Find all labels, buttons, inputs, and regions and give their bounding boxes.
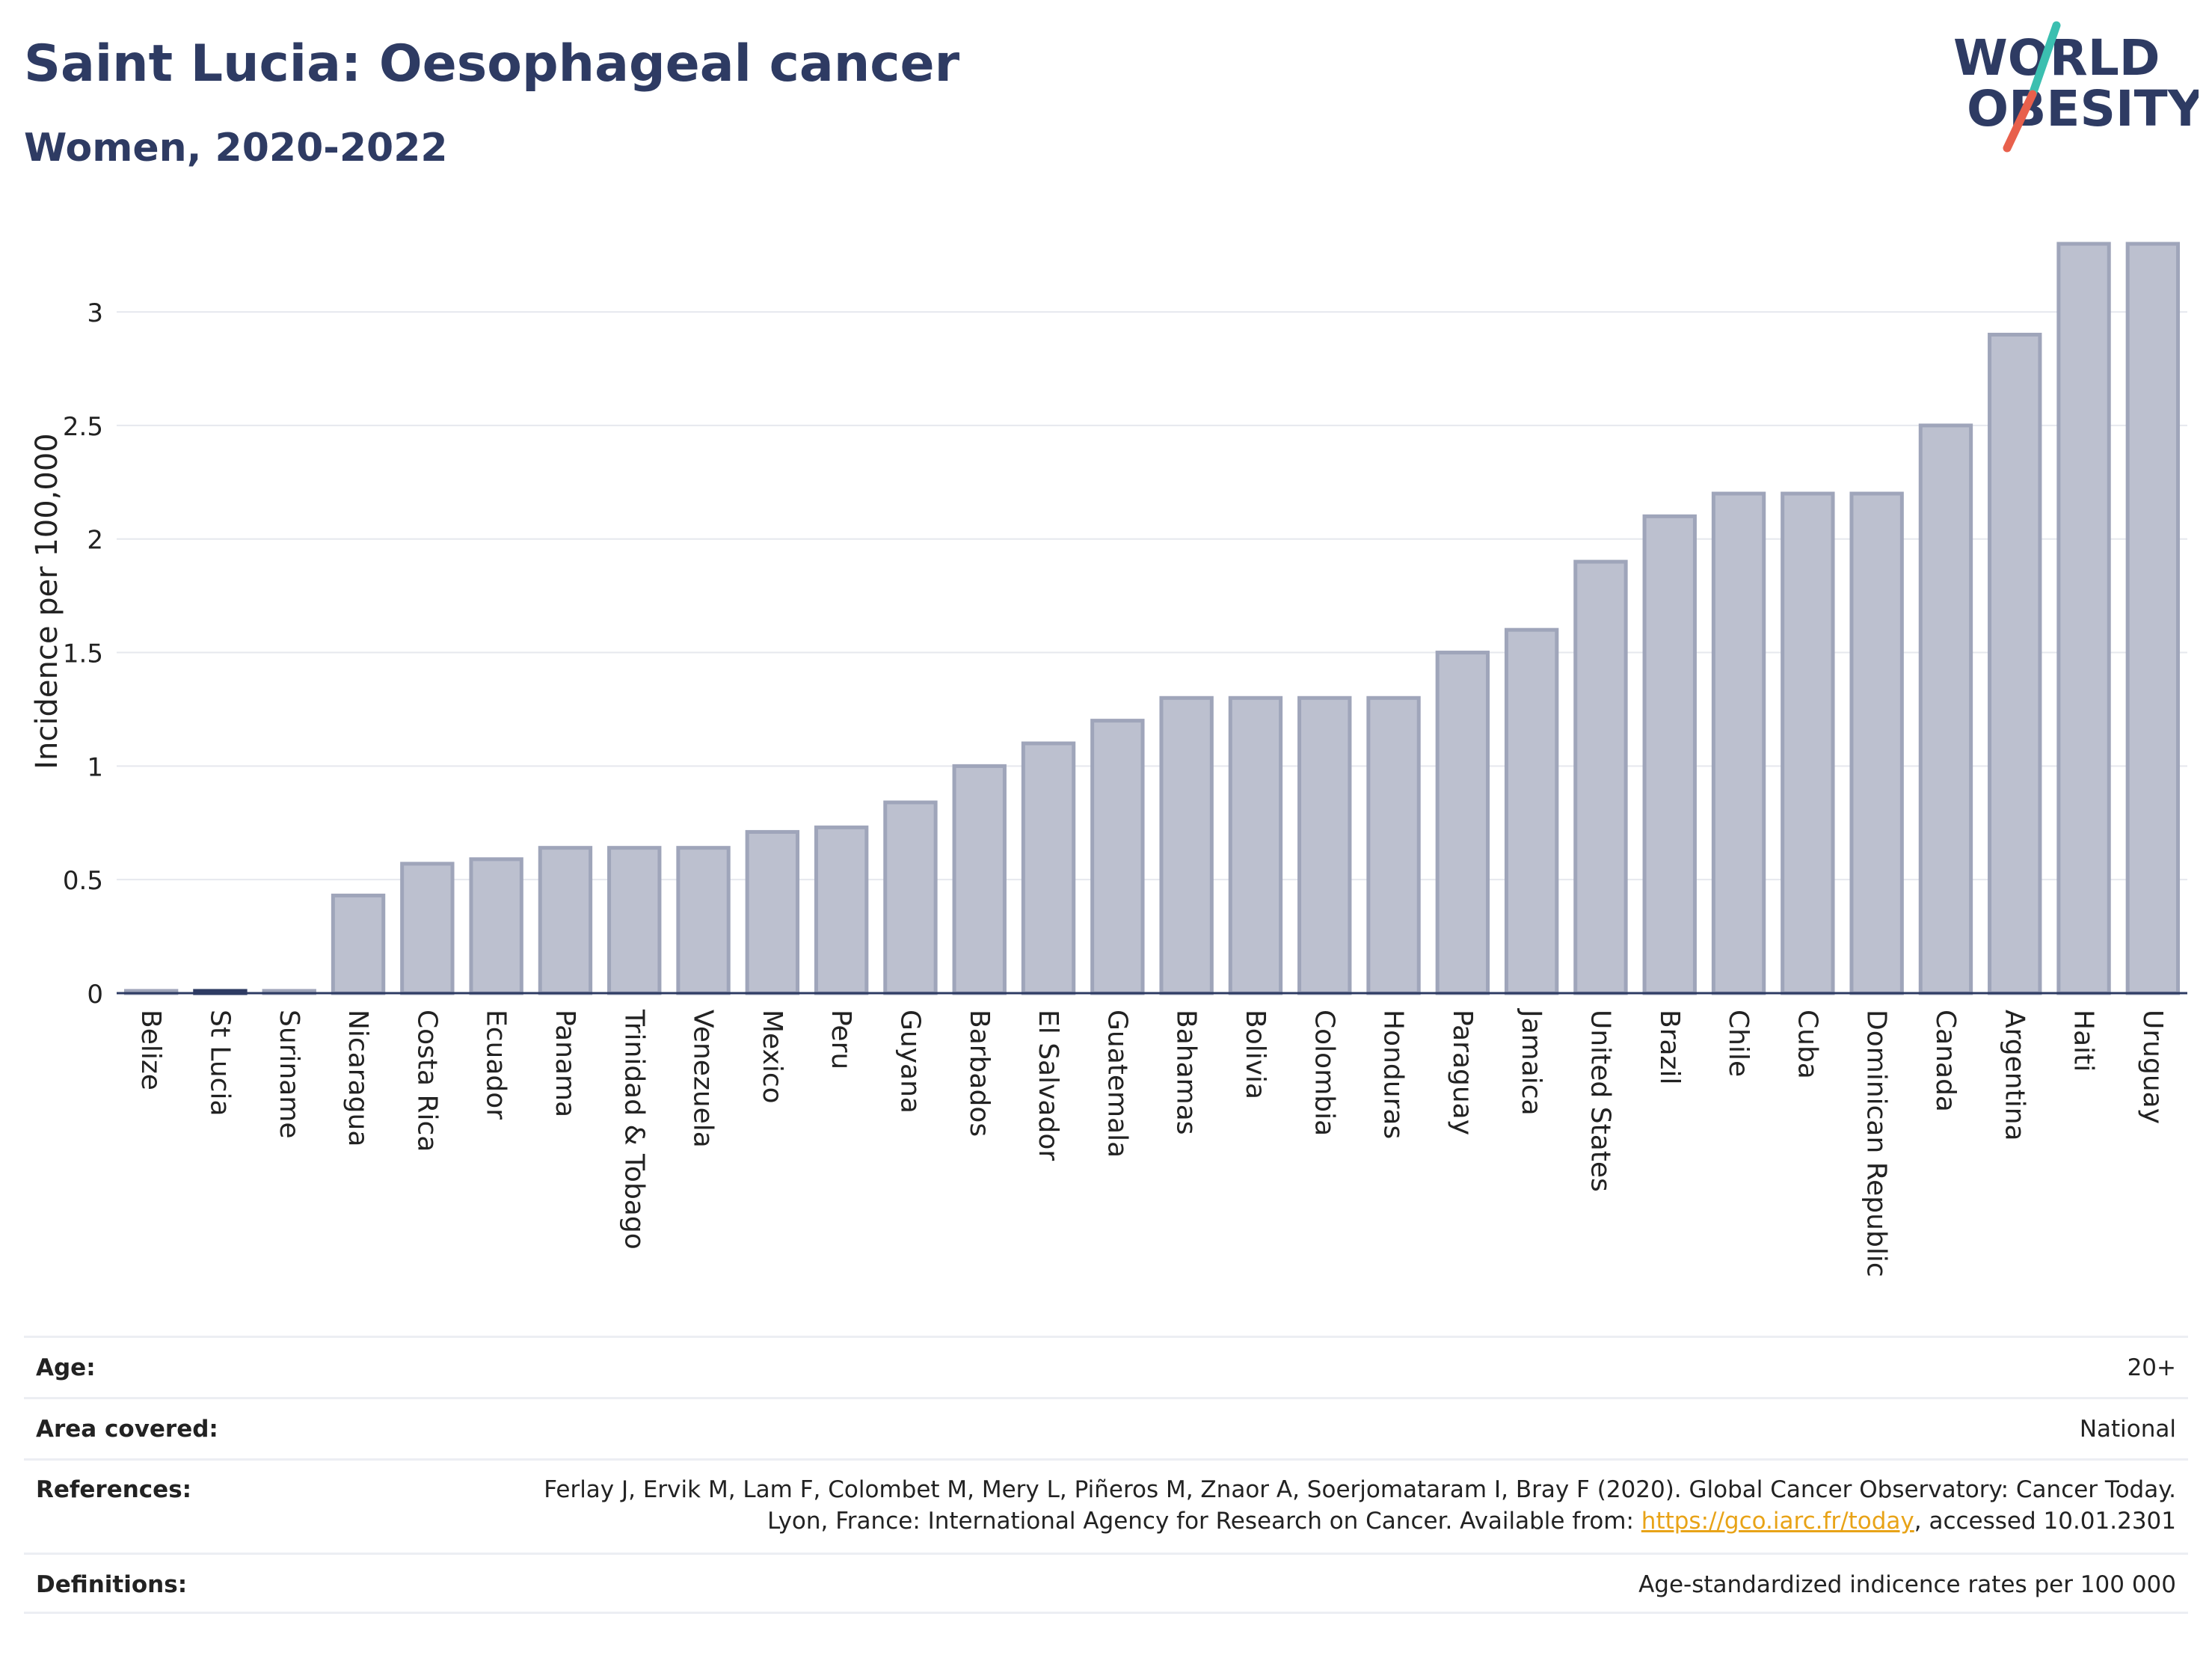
x-tick-label: Mexico <box>757 1010 787 1104</box>
y-axis-ticks: 0 0.5 1 1.5 2 2.5 3 <box>63 298 103 1010</box>
x-tick-label: Uruguay <box>2137 1010 2168 1124</box>
x-tick-label: Honduras <box>1378 1010 1409 1139</box>
x-tick-label: Bolivia <box>1240 1010 1271 1099</box>
age-label: Age: <box>36 1354 96 1381</box>
x-tick-label: Chile <box>1723 1010 1754 1077</box>
bar-mexico[interactable] <box>745 829 800 995</box>
bar-bolivia[interactable] <box>1228 696 1283 995</box>
x-tick-label: Panama <box>550 1010 580 1117</box>
y-tick-label: 2 <box>87 526 103 556</box>
x-tick-label: Costa Rica <box>411 1010 442 1152</box>
x-tick-label: Dominican Republic <box>1861 1010 1892 1277</box>
info-row-definitions: Definitions: Age-standardized indicence … <box>24 1553 2188 1614</box>
info-row-area: Area covered: National <box>24 1397 2188 1458</box>
x-tick-label: Guatemala <box>1102 1010 1132 1158</box>
info-table: Age: 20+ Area covered: National Referenc… <box>24 1336 2188 1614</box>
logo-word-obesity: OBESITY <box>1967 80 2199 138</box>
info-row-references: References: Ferlay J, Ervik M, Lam F, Co… <box>24 1458 2188 1553</box>
bar-colombia[interactable] <box>1297 696 1352 995</box>
y-tick-label: 1 <box>87 752 103 782</box>
y-axis-label: Incidence per 100,000 <box>30 433 64 770</box>
bar-chile[interactable] <box>1711 491 1766 995</box>
x-tick-label: St Lucia <box>204 1010 235 1117</box>
chart-subtitle: Women, 2020-2022 <box>24 126 448 171</box>
age-value: 20+ <box>2127 1354 2176 1381</box>
bar-venezuela[interactable] <box>676 846 731 995</box>
x-tick-label: Barbados <box>964 1010 995 1137</box>
x-tick-label: Brazil <box>1654 1010 1685 1084</box>
x-tick-label: Venezuela <box>688 1010 719 1148</box>
x-tick-label: Colombia <box>1309 1010 1339 1136</box>
x-tick-label: Peru <box>826 1010 856 1069</box>
x-tick-label: Cuba <box>1792 1010 1822 1079</box>
bar-nicaragua[interactable] <box>331 893 386 995</box>
bar-cuba[interactable] <box>1781 491 1835 995</box>
x-tick-label: Bahamas <box>1171 1010 1202 1135</box>
bar-uruguay[interactable] <box>2125 242 2181 995</box>
references-suffix: , accessed 10.01.2301 <box>1914 1508 2176 1535</box>
bar-jamaica[interactable] <box>1504 627 1559 995</box>
x-tick-label: Guyana <box>894 1010 925 1114</box>
bar-bahamas[interactable] <box>1159 696 1214 995</box>
references-link[interactable]: https://gco.iarc.fr/today <box>1641 1508 1914 1535</box>
logo-word-world: WORLD <box>1953 29 2160 87</box>
x-tick-label: El Salvador <box>1033 1010 1063 1161</box>
bar-el-salvador[interactable] <box>1021 741 1076 995</box>
references-text: Ferlay J, Ervik M, Lam F, Colombet M, Me… <box>544 1476 2176 1535</box>
y-tick-label: 0 <box>87 980 103 1010</box>
references-label: References: <box>36 1476 192 1503</box>
x-tick-label: United States <box>1585 1010 1615 1192</box>
x-tick-label: Nicaragua <box>342 1010 373 1146</box>
bar-haiti[interactable] <box>2056 242 2111 995</box>
x-axis-labels: Belize St Lucia Suriname Nicaragua Costa Ric… <box>135 1008 2168 1277</box>
y-tick-label: 2.5 <box>63 412 103 442</box>
bar-united-states[interactable] <box>1573 559 1628 995</box>
logo-slash-teal <box>2028 21 2061 99</box>
x-tick-label: Trinidad & Tobago <box>618 1009 649 1250</box>
x-tick-label: Jamaica <box>1516 1008 1546 1116</box>
y-tick-label: 1.5 <box>63 639 103 669</box>
x-tick-label: Haiti <box>2068 1010 2099 1072</box>
x-tick-label: Argentina <box>1999 1010 2030 1141</box>
bar-guatemala[interactable] <box>1090 719 1145 995</box>
info-row-age: Age: 20+ <box>24 1336 2188 1397</box>
bar-trinidad-tobago[interactable] <box>607 846 662 995</box>
bar-brazil[interactable] <box>1642 514 1697 995</box>
bar-ecuador[interactable] <box>469 857 523 995</box>
bar-canada[interactable] <box>1918 423 1973 995</box>
x-tick-label: Paraguay <box>1447 1010 1478 1135</box>
x-tick-label: Ecuador <box>481 1010 511 1120</box>
grid-lines <box>117 311 2187 881</box>
world-obesity-logo: WORLD OBESITY <box>1953 21 2199 153</box>
bar-argentina[interactable] <box>1988 332 2042 995</box>
definitions-label: Definitions: <box>36 1571 188 1598</box>
x-tick-label: Canada <box>1930 1010 1961 1112</box>
y-tick-label: 3 <box>87 298 103 328</box>
logo-slash-red <box>2003 90 2037 153</box>
bar-panama[interactable] <box>538 846 593 995</box>
chart-title: Saint Lucia: Oesophageal cancer <box>24 34 960 93</box>
bar-barbados[interactable] <box>952 764 1007 995</box>
x-tick-label: Belize <box>135 1010 166 1090</box>
references-value: Ferlay J, Ervik M, Lam F, Colombet M, Me… <box>531 1474 2176 1537</box>
bar-chart: 0 0.5 1 1.5 2 2.5 3 Belize St Lucia Suriname Nica… <box>30 242 2187 1277</box>
bar-guyana[interactable] <box>883 800 938 995</box>
definitions-value: Age-standardized indicence rates per 100… <box>1638 1571 2176 1598</box>
bar-costa-rica[interactable] <box>400 862 455 995</box>
bars <box>117 242 2187 995</box>
y-tick-label: 0.5 <box>63 866 103 896</box>
area-value: National <box>2079 1416 2176 1443</box>
bar-peru[interactable] <box>814 825 869 995</box>
bar-dominican-republic[interactable] <box>1849 491 1904 995</box>
x-tick-label: Suriname <box>274 1010 304 1139</box>
area-label: Area covered: <box>36 1416 218 1443</box>
bar-honduras[interactable] <box>1366 696 1421 995</box>
bar-paraguay[interactable] <box>1435 651 1490 995</box>
